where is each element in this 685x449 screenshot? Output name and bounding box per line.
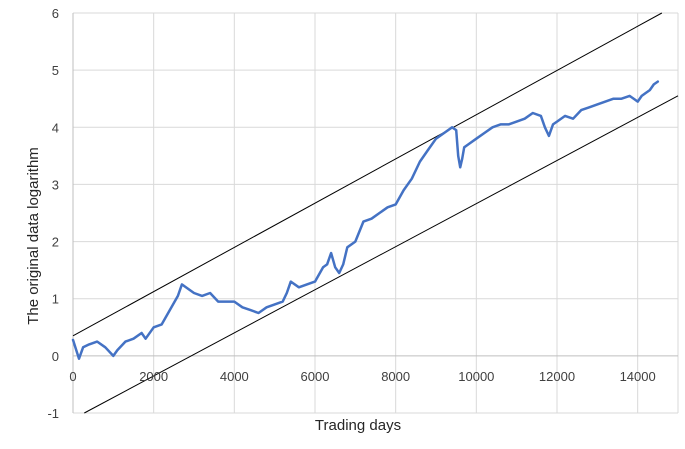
grid-layer: [72, 12, 679, 414]
y-tick-label: 5: [52, 63, 59, 78]
y-axis-title: The original data logarithm: [25, 147, 42, 325]
series-layer: [71, 80, 660, 360]
upper-channel-line: [72, 12, 663, 337]
x-tick-label: 0: [69, 369, 76, 384]
x-axis-title: Trading days: [315, 417, 401, 434]
y-tick-label: 0: [52, 349, 59, 364]
lower-channel-line: [84, 95, 679, 414]
x-tick-label: 4000: [220, 369, 249, 384]
y-tick-label: -1: [47, 406, 59, 421]
y-tick-label: 6: [52, 6, 59, 21]
x-tick-label: 2000: [139, 369, 168, 384]
y-tick-label: 1: [52, 292, 59, 307]
x-tick-label: 8000: [381, 369, 410, 384]
x-tick-label: 10000: [458, 369, 494, 384]
y-tick-label: 3: [52, 177, 59, 192]
y-tick-label: 2: [52, 235, 59, 250]
x-tick-label: 6000: [301, 369, 330, 384]
x-tick-label: 12000: [539, 369, 575, 384]
tick-labels: 0 2000 4000 6000 8000 10000 12000 14000 -1 0 1 2 3 4 5…: [47, 6, 655, 421]
series-line: [71, 80, 660, 360]
y-tick-label: 4: [52, 120, 59, 135]
reference-lines: [72, 12, 679, 414]
x-tick-label: 14000: [620, 369, 656, 384]
